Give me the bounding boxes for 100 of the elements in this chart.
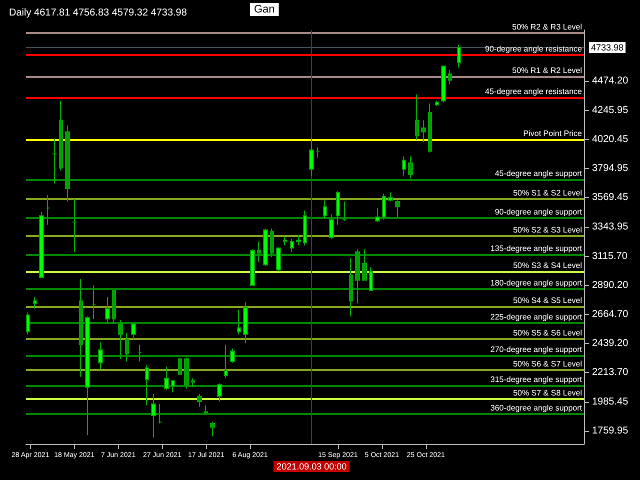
candlestick <box>197 393 202 408</box>
candlestick <box>112 290 116 325</box>
y-tick-label: 4245.95 <box>592 104 629 116</box>
y-tick-label: 4474.20 <box>592 76 629 87</box>
candlestick <box>105 296 110 324</box>
candlestick <box>191 378 195 388</box>
ref-line-label: 90-degree angle support <box>494 207 583 216</box>
candlestick <box>309 138 314 176</box>
candlestick <box>204 404 208 415</box>
candlestick <box>283 236 287 246</box>
candlestick <box>316 146 320 158</box>
ref-line-label: 270-degree angle support <box>490 345 583 354</box>
candlestick <box>145 364 149 406</box>
candlestick <box>448 69 452 85</box>
candlestick <box>79 278 83 378</box>
candlestick <box>158 404 162 424</box>
ref-line-label: 360-degree angle support <box>490 403 583 412</box>
candlestick <box>52 138 57 184</box>
y-tick-label: 1759.95 <box>592 426 629 437</box>
candlestick <box>164 366 169 390</box>
candlestick <box>171 380 175 393</box>
ref-line-label: 45-degree angle resistance <box>485 87 583 96</box>
candlestick <box>388 192 393 202</box>
candlestick <box>382 193 386 220</box>
ref-line-label: 4733.98 <box>591 42 624 53</box>
y-tick-label: 3569.45 <box>592 192 629 204</box>
candlestick <box>184 357 189 390</box>
ref-line-label: 50% R1 & R2 Level <box>512 66 582 76</box>
candlestick <box>125 332 129 362</box>
ref-line-label: 50% S2 & S3 Level <box>513 226 582 235</box>
ref-line-label: 50% S5 & S6 Level <box>513 328 582 338</box>
y-tick-label: 3343.95 <box>592 221 629 232</box>
candlestick <box>329 214 334 240</box>
y-tick-label: 2439.20 <box>592 338 629 350</box>
candlestick <box>65 124 70 202</box>
candlestick <box>428 103 432 154</box>
candlestick <box>435 100 439 107</box>
y-tick-label: 2890.20 <box>592 280 629 291</box>
ref-line-label: 50% S7 & S8 Level <box>513 388 582 398</box>
candlestick <box>33 296 37 310</box>
candlestick <box>349 258 353 317</box>
y-tick-label: 3794.95 <box>592 163 629 174</box>
candlestick <box>59 100 63 172</box>
candlestick <box>98 342 103 370</box>
candlestick <box>230 348 235 364</box>
candlestick <box>323 200 327 219</box>
candlestick <box>118 320 123 360</box>
candlestick <box>408 156 413 179</box>
ref-line-label: 50% S1 & S2 Level <box>513 188 582 198</box>
ref-line-label: 50% S4 & S5 Level <box>513 296 582 305</box>
y-tick-label: 1985.45 <box>592 396 629 408</box>
ref-line-label: 135-degree angle support <box>490 244 583 253</box>
candlestick <box>85 316 90 436</box>
candlestick <box>217 382 222 402</box>
candlestick <box>362 248 367 281</box>
candlestick <box>257 241 261 263</box>
candlestick <box>243 302 248 344</box>
candlestick <box>46 194 50 226</box>
y-tick-label: 2664.70 <box>592 308 629 320</box>
candlestick <box>151 393 156 438</box>
candlestick <box>26 312 30 335</box>
candlestick <box>270 228 274 258</box>
candlestick <box>395 200 400 218</box>
candlestick <box>355 248 360 304</box>
candlestick <box>178 357 182 375</box>
ref-line-label: 2021.09.03 00:00 <box>276 462 347 472</box>
candlestick <box>369 266 373 292</box>
candlestick <box>375 207 380 223</box>
ref-line-label: 225-degree angle support <box>490 312 583 322</box>
candlestick <box>210 422 215 437</box>
candlestick <box>276 247 281 272</box>
candlestick <box>39 211 44 278</box>
y-tick-label: 2213.70 <box>592 367 629 378</box>
candlestick <box>303 210 307 246</box>
y-tick-label: 3115.70 <box>592 250 628 262</box>
candlestick <box>131 322 136 340</box>
chart-title: Daily 4617.81 4756.83 4579.32 4733.98 <box>9 8 188 18</box>
candlestick <box>263 228 268 267</box>
ref-line-label: 50% S6 & S7 Level <box>513 360 582 369</box>
candlestick <box>138 344 142 362</box>
ref-line-label: 50% S3 & S4 Level <box>513 261 582 270</box>
candlestick <box>72 198 77 252</box>
text: Gan <box>254 4 275 16</box>
candlestick <box>237 309 241 335</box>
candlestick <box>92 284 96 320</box>
ref-line-label: 180-degree angle support <box>490 278 583 288</box>
candlestick <box>290 238 294 252</box>
ref-line-label: 45-degree angle support <box>494 169 583 178</box>
candlestick <box>457 44 461 68</box>
candlestick <box>421 120 426 143</box>
candlestick <box>441 66 446 103</box>
candlestick <box>402 156 406 176</box>
y-tick-label: 4020.45 <box>592 134 629 146</box>
candlestick <box>342 201 347 222</box>
candlestick <box>415 94 419 140</box>
ref-line-label: 315-degree angle support <box>490 375 583 384</box>
ref-line-label: Pivot Point Price <box>523 129 583 138</box>
ref-line-label: 90-degree angle resistance <box>485 44 583 54</box>
candlestick <box>224 344 228 379</box>
candlestick <box>250 248 255 286</box>
